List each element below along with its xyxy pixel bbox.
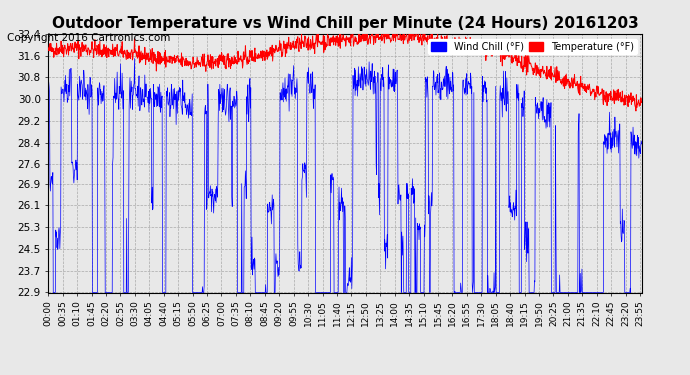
Legend: Wind Chill (°F), Temperature (°F): Wind Chill (°F), Temperature (°F): [428, 39, 637, 54]
Text: Copyright 2016 Cartronics.com: Copyright 2016 Cartronics.com: [7, 33, 170, 43]
Title: Outdoor Temperature vs Wind Chill per Minute (24 Hours) 20161203: Outdoor Temperature vs Wind Chill per Mi…: [52, 16, 638, 31]
